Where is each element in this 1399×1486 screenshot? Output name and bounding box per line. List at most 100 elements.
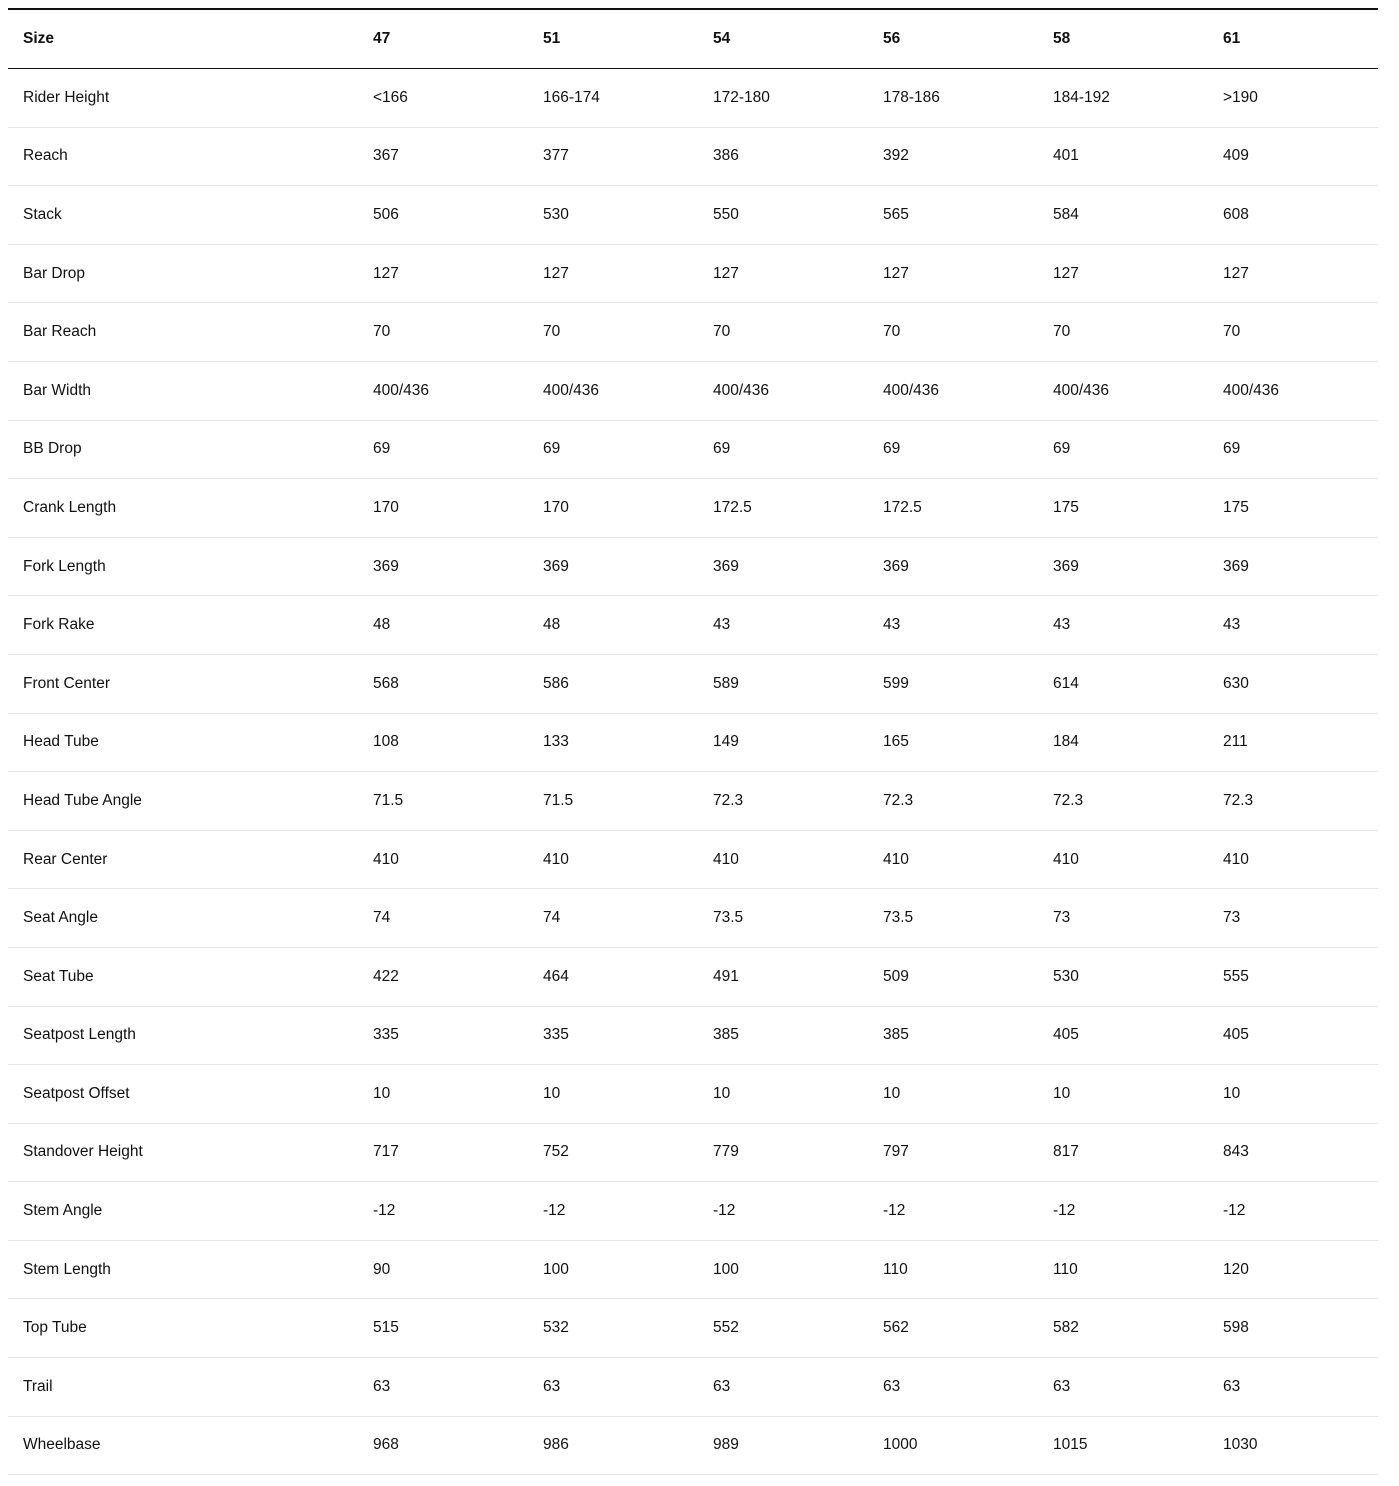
cell-value: >190 [1208,68,1378,128]
cell-value: 614 [1038,654,1208,714]
cell-value: 410 [1038,830,1208,890]
table-row: Seat Angle 74 74 73.5 73.5 73 73 [8,888,1378,948]
cell-value: 72.3 [1208,771,1378,831]
row-label: BB Drop [8,420,358,480]
cell-value: 69 [528,420,698,480]
cell-value: 63 [1208,1357,1378,1417]
cell-value: <166 [358,68,528,128]
cell-value: 410 [698,830,868,890]
cell-value: 608 [1208,185,1378,245]
cell-value: 127 [868,244,1038,304]
table-row: BB Drop 69 69 69 69 69 69 [8,420,1378,480]
cell-value: 43 [1208,595,1378,655]
table-row: Fork Length 369 369 369 369 369 369 [8,537,1378,597]
cell-value: 70 [358,302,528,362]
cell-value: 335 [528,1006,698,1066]
cell-value: 184-192 [1038,68,1208,128]
cell-value: 73 [1208,888,1378,948]
cell-value: 10 [1038,1064,1208,1124]
cell-value: 400/436 [528,361,698,421]
cell-value: 968 [358,1416,528,1476]
cell-value: 532 [528,1298,698,1359]
table-row: Seatpost Offset 10 10 10 10 10 10 [8,1064,1378,1124]
row-label: Fork Length [8,537,358,597]
cell-value: 369 [698,537,868,597]
cell-value: 69 [698,420,868,480]
cell-value: 73.5 [868,888,1038,948]
cell-value: 70 [868,302,1038,362]
cell-value: 586 [528,654,698,714]
header-row: Size 47 51 54 56 58 61 [8,9,1378,69]
cell-value: 752 [528,1123,698,1183]
cell-value: 405 [1038,1006,1208,1066]
cell-value: 127 [698,244,868,304]
cell-value: 335 [358,1006,528,1066]
cell-value: 149 [698,713,868,773]
cell-value: 90 [358,1240,528,1300]
cell-value: 491 [698,947,868,1007]
cell-value: -12 [1208,1181,1378,1241]
cell-value: 410 [528,830,698,890]
cell-value: 74 [358,888,528,948]
cell-value: 71.5 [528,771,698,831]
cell-value: 1030 [1208,1416,1378,1476]
geometry-table-container: Size 47 51 54 56 58 61 Rider Height <166 166-174… [8,8,1378,1476]
row-label: Seat Angle [8,888,358,948]
cell-value: -12 [698,1181,868,1241]
cell-value: 989 [698,1416,868,1476]
table-row: Crank Length 170 170 172.5 172.5 175 175 [8,478,1378,538]
cell-value: 48 [528,595,698,655]
cell-value: 584 [1038,185,1208,245]
table-row: Front Center 568 586 589 599 614 630 [8,654,1378,714]
cell-value: 562 [868,1298,1038,1359]
cell-value: 392 [868,127,1038,187]
cell-value: 369 [1208,537,1378,597]
cell-value: 172.5 [698,478,868,538]
cell-value: 70 [698,302,868,362]
cell-value: 175 [1208,478,1378,538]
cell-value: 599 [868,654,1038,714]
cell-value: 565 [868,185,1038,245]
header-size-56: 56 [868,9,1038,69]
table-row: Seat Tube 422 464 491 509 530 555 [8,947,1378,1007]
row-label: Head Tube [8,713,358,773]
table-row: Reach 367 377 386 392 401 409 [8,127,1378,187]
table-row: Seatpost Length 335 335 385 385 405 405 [8,1006,1378,1066]
row-label: Seatpost Offset [8,1064,358,1124]
cell-value: 400/436 [698,361,868,421]
cell-value: 410 [868,830,1038,890]
cell-value: 515 [358,1298,528,1359]
cell-value: 509 [868,947,1038,1007]
cell-value: -12 [1038,1181,1208,1241]
cell-value: 779 [698,1123,868,1183]
row-label: Stack [8,185,358,245]
cell-value: 172.5 [868,478,1038,538]
cell-value: 72.3 [868,771,1038,831]
row-label: Head Tube Angle [8,771,358,831]
cell-value: 170 [358,478,528,538]
cell-value: 400/436 [1208,361,1378,421]
cell-value: 166-174 [528,68,698,128]
header-size-54: 54 [698,9,868,69]
cell-value: 400/436 [868,361,1038,421]
cell-value: 43 [698,595,868,655]
cell-value: 70 [528,302,698,362]
cell-value: 400/436 [358,361,528,421]
table-row: Fork Rake 48 48 43 43 43 43 [8,595,1378,655]
table-row: Stem Angle -12 -12 -12 -12 -12 -12 [8,1181,1378,1241]
cell-value: 108 [358,713,528,773]
cell-value: 72.3 [698,771,868,831]
cell-value: 797 [868,1123,1038,1183]
cell-value: 817 [1038,1123,1208,1183]
cell-value: 70 [1038,302,1208,362]
cell-value: 843 [1208,1123,1378,1183]
cell-value: 71.5 [358,771,528,831]
cell-value: 211 [1208,713,1378,773]
row-label: Rear Center [8,830,358,890]
cell-value: 369 [868,537,1038,597]
header-size-58: 58 [1038,9,1208,69]
row-label: Wheelbase [8,1416,358,1476]
row-label: Seat Tube [8,947,358,1007]
cell-value: 552 [698,1298,868,1359]
cell-value: 69 [868,420,1038,480]
